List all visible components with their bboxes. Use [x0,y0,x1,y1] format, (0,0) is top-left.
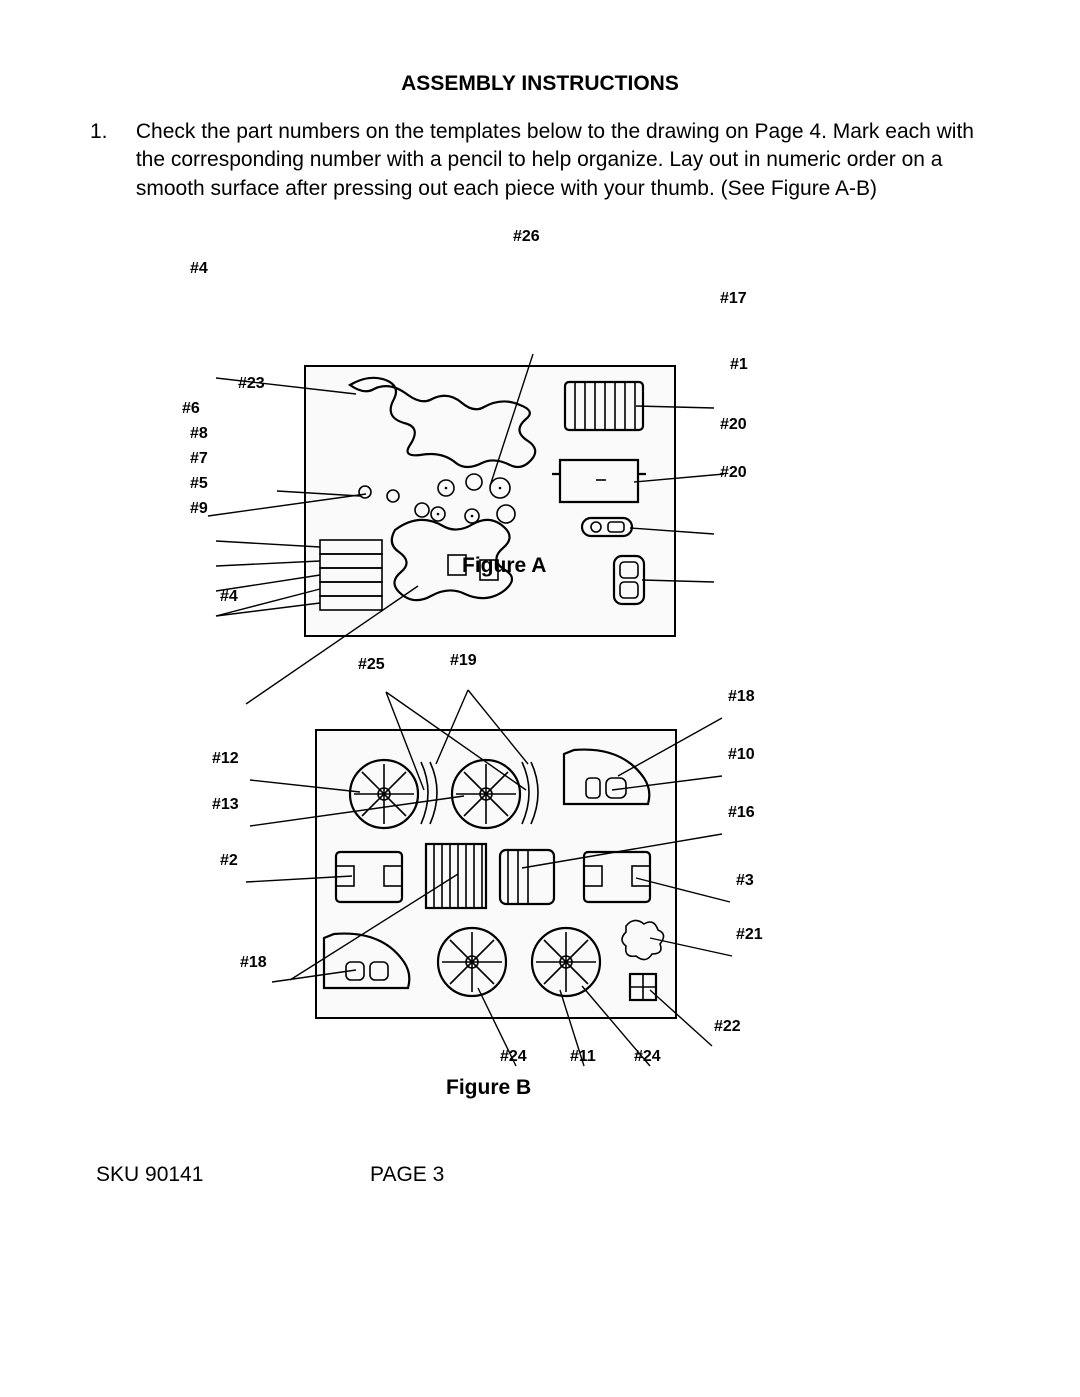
label-23: #23 [238,375,265,393]
label-20a: #20 [720,416,747,434]
label-24b: #24 [634,1048,661,1066]
label-6: #6 [182,400,200,418]
label-24a: #24 [500,1048,527,1066]
label-16: #16 [728,804,755,822]
page-title: ASSEMBLY INSTRUCTIONS [0,72,1080,96]
label-26: #26 [513,228,540,246]
label-5: #5 [190,475,208,493]
label-2: #2 [220,852,238,870]
label-18l: #18 [240,954,267,972]
label-8: #8 [190,425,208,443]
label-22: #22 [714,1018,741,1036]
label-25: #25 [358,656,385,674]
instruction-number: 1. [90,118,130,146]
label-11: #11 [570,1048,596,1066]
footer-page: PAGE 3 [370,1163,444,1187]
label-3: #3 [736,872,754,890]
instruction-step-1: 1. Check the part numbers on the templat… [90,118,990,203]
wheel-bot-left [438,928,506,996]
label-18r: #18 [728,688,755,706]
label-12: #12 [212,750,239,768]
wheel-top-left [350,760,418,828]
wheel-bot-right [532,928,600,996]
label-21: #21 [736,926,763,944]
figure-b-diagram [0,640,1080,1140]
figure-a-caption: Figure A [462,554,546,578]
label-9: #9 [190,500,208,518]
instruction-text: Check the part numbers on the templates … [136,118,986,203]
label-20b: #20 [720,464,747,482]
label-19: #19 [450,652,477,670]
label-13: #13 [212,796,239,814]
label-10: #10 [728,746,755,764]
label-7: #7 [190,450,208,468]
label-17: #17 [720,290,747,308]
label-4-bot: #4 [220,588,238,606]
figure-b-caption: Figure B [446,1076,531,1100]
wheel-top-right [452,760,520,828]
label-1: #1 [730,356,748,374]
label-4-top: #4 [190,260,208,278]
footer-sku: SKU 90141 [96,1163,203,1187]
page: ASSEMBLY INSTRUCTIONS 1. Check the part … [0,0,1080,1397]
